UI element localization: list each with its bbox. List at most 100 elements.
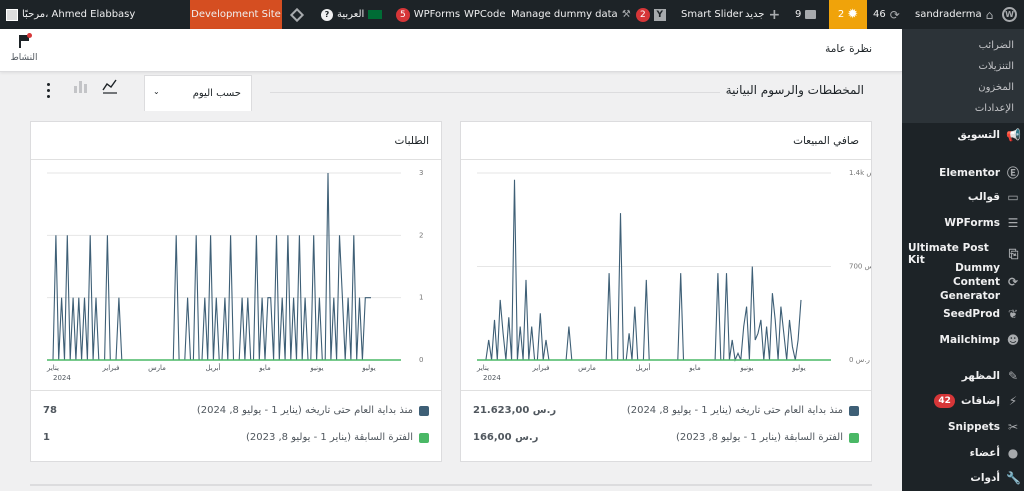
wpforms-icon: ☰: [1007, 216, 1019, 230]
help-icon: ?: [321, 8, 333, 21]
plugins-count-badge: 42: [934, 394, 955, 408]
x-tick-label: يناير: [476, 364, 489, 372]
legend-current-row[interactable]: منذ بداية العام حتى تاريخه (يناير 1 - يو…: [627, 405, 859, 416]
manage-dummy-data-menu[interactable]: Manage dummy data ⚒: [511, 9, 631, 20]
submenu-downloads[interactable]: التنزيلات: [978, 61, 1014, 72]
user-icon: ●: [1007, 446, 1019, 460]
sidebar-item-templates[interactable]: قوالب ▭: [967, 190, 1019, 204]
y-tick-label: 3: [419, 169, 423, 177]
sidebar-item-mailchimp[interactable]: Mailchimp ☻: [939, 333, 1020, 347]
notifications-menu[interactable]: 2 ✹: [829, 0, 867, 29]
chevron-down-icon: ⌄: [153, 87, 160, 96]
sidebar-item-seedprod[interactable]: SeedProd ❦: [943, 307, 1019, 321]
y-tick-label: 700 ر.س: [849, 263, 871, 271]
legend-previous-row[interactable]: الفترة السابقة (يناير 1 - يوليو 8, 2023): [246, 432, 429, 443]
submenu-taxes[interactable]: الضرائب: [978, 40, 1014, 51]
sidebar-item-wpforms[interactable]: WPForms ☰: [944, 216, 1019, 230]
brush-icon: ✎: [1007, 369, 1019, 383]
y-tick-label: 0: [419, 356, 423, 364]
legend-current-value: 78: [43, 405, 57, 416]
greeting-text: مرحبًا، Ahmed Elabbasy: [22, 9, 136, 20]
upk-icon: ⎘: [1008, 246, 1019, 261]
sidebar-item-plugins[interactable]: 42 إضافات ⚡: [902, 394, 1024, 408]
submenu-settings[interactable]: الإعدادات: [974, 103, 1014, 114]
site-name-menu[interactable]: sandraderma ⌂: [915, 7, 994, 22]
folder-icon: ▭: [1007, 190, 1019, 204]
x-tick-label: أبريل: [635, 363, 650, 372]
scissors-icon: ✂: [1007, 420, 1019, 434]
language-switcher[interactable]: ? العربية: [321, 0, 383, 29]
smart-slider-menu[interactable]: Smart Slider: [681, 9, 743, 20]
section-divider: [270, 92, 720, 93]
wpcode-menu[interactable]: WPCode: [464, 9, 506, 20]
legend-previous-checkbox[interactable]: [419, 432, 429, 443]
current-period-series-line: [52, 172, 371, 361]
section-title: المخططات والرسوم البيانية: [725, 83, 864, 97]
home-icon: ⌂: [985, 7, 994, 22]
legend-previous-value: 1: [43, 432, 50, 443]
more-options-icon[interactable]: [46, 83, 52, 99]
hammer-icon: ⚒: [621, 9, 631, 20]
updates-menu[interactable]: 46 ⟳: [873, 7, 900, 22]
legend-current-label: منذ بداية العام حتى تاريخه (يناير 1 - يو…: [626, 405, 843, 416]
refresh-icon: ⟳: [1007, 275, 1019, 289]
mailchimp-icon: ☻: [1006, 333, 1020, 347]
activity-label: النشاط: [10, 53, 38, 63]
legend-previous-value: 166,00 ر.س: [473, 432, 539, 443]
x-tick-label: مارس: [578, 364, 596, 372]
comments-menu[interactable]: 9: [795, 0, 817, 29]
bar-chart-toggle-icon[interactable]: [72, 78, 88, 94]
legend-previous-label: الفترة السابقة (يناير 1 - يوليو 8, 2023): [675, 432, 843, 443]
net-sales-chart: 0 ر.س 700 ر.س 1.4k ر.س يناير 2024 فبراير مارس أ…: [476, 169, 871, 382]
legend-current-row[interactable]: منذ بداية العام حتى تاريخه (يناير 1 - يو…: [197, 405, 429, 416]
submenu-inventory[interactable]: المخزون: [978, 82, 1014, 93]
comment-icon: [805, 10, 817, 19]
development-site-badge[interactable]: Development Site: [190, 0, 282, 29]
x-tick-label: 2024: [483, 374, 501, 382]
net-sales-chart-title: صافي المبيعات: [461, 122, 871, 160]
period-select[interactable]: حسب اليوم ⌄: [144, 75, 252, 111]
sidebar-item-elementor[interactable]: Elementor Ⓔ: [939, 166, 1019, 180]
sidebar-item-snippets[interactable]: Snippets ✂: [947, 420, 1019, 434]
x-tick-label: فبراير: [101, 364, 119, 372]
admin-sidebar: الضرائب التنزيلات المخزون الإعدادات التس…: [902, 29, 1024, 491]
activity-flag-icon: [17, 33, 32, 48]
legend-previous-row[interactable]: الفترة السابقة (يناير 1 - يوليو 8, 2023): [676, 432, 859, 443]
diamond-icon[interactable]: [289, 0, 305, 29]
legend-previous-label: الفترة السابقة (يناير 1 - يوليو 8, 2023): [245, 432, 413, 443]
new-content-menu[interactable]: جديد +: [745, 6, 781, 23]
sidebar-item-users[interactable]: أعضاء ●: [969, 446, 1019, 460]
page-title: نظرة عامة: [825, 43, 872, 55]
x-tick-label: يوليو: [361, 364, 375, 372]
legend-current-checkbox[interactable]: [849, 405, 859, 416]
legend-current-checkbox[interactable]: [419, 405, 429, 416]
net-sales-legend: منذ بداية العام حتى تاريخه (يناير 1 - يو…: [461, 390, 871, 450]
wordpress-icon[interactable]: W: [1002, 0, 1017, 29]
x-tick-label: مارس: [148, 364, 166, 372]
bottom-divider: [30, 484, 872, 486]
flag-icon: [368, 10, 383, 19]
sidebar-item-tools[interactable]: أدوات 🔧: [970, 471, 1021, 485]
sidebar-item-marketing[interactable]: التسويق 📢: [957, 128, 1021, 142]
my-account-menu[interactable]: مرحبًا، Ahmed Elabbasy: [6, 0, 135, 29]
wpforms-menu[interactable]: 5 WPForms: [396, 0, 460, 29]
sidebar-item-appearance[interactable]: المظهر ✎: [961, 369, 1019, 383]
yoast-icon: Y: [653, 8, 666, 21]
y-tick-label: 0 ر.س: [849, 356, 870, 364]
sidebar-item-dummy-content[interactable]: Dummy Content Generator ⟳: [939, 262, 1019, 302]
woocommerce-submenu: الضرائب التنزيلات المخزون الإعدادات: [902, 29, 1024, 123]
orders-chart: 0 1 2 3 يناير 2024 فبراير مارس أبريل مايو يونيو يول…: [46, 169, 423, 382]
seedprod-icon: ❦: [1007, 307, 1019, 321]
x-tick-label: أبريل: [205, 363, 220, 372]
y-tick-label: 1.4k ر.س: [849, 169, 871, 177]
line-chart-toggle-icon[interactable]: [102, 78, 118, 94]
legend-previous-checkbox[interactable]: [849, 432, 859, 443]
activity-button[interactable]: النشاط: [8, 33, 40, 63]
yoast-menu[interactable]: 2 Y: [636, 0, 666, 29]
x-tick-label: مايو: [258, 364, 271, 372]
sidebar-item-ultimate-post-kit[interactable]: Ultimate Post Kit ⎘: [908, 242, 1019, 266]
orders-chart-title: الطلبات: [31, 122, 441, 160]
refresh-icon: ⟳: [889, 7, 900, 22]
admin-bar: مرحبًا، Ahmed Elabbasy Development Site …: [0, 0, 1024, 29]
orders-legend: منذ بداية العام حتى تاريخه (يناير 1 - يو…: [31, 390, 441, 450]
